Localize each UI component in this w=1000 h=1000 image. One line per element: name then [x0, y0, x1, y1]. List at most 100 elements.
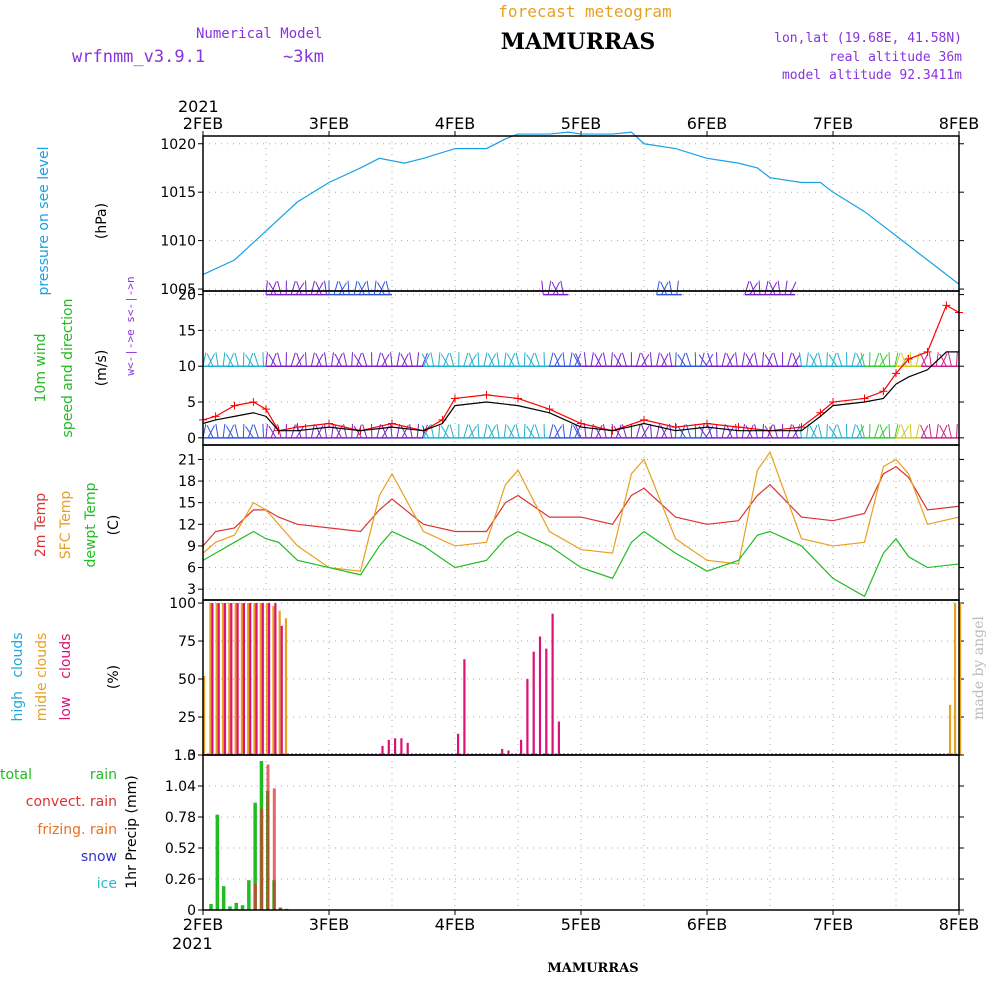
footer-station: MAMURRAS [547, 961, 638, 976]
precip-panel: 0 0.26 0.52 0.78 1.04 1.3 [165, 748, 964, 919]
wind-barb [817, 424, 823, 438]
wind-barb [358, 281, 367, 295]
wind-speed-marker [829, 398, 837, 407]
y-tick-label: 0 [187, 903, 196, 919]
wind-barb [955, 423, 958, 438]
wind-barb [265, 352, 268, 367]
wind-barb [874, 352, 880, 367]
wind-barb [343, 352, 348, 367]
wind-barb [488, 353, 497, 367]
wind-barb [594, 353, 602, 367]
wind-barb [575, 353, 582, 367]
wind-barb [894, 352, 899, 367]
wind-barb [660, 353, 668, 367]
wind-barb [376, 352, 381, 367]
wind-barb [295, 354, 305, 367]
precip-convect-bar [253, 883, 257, 910]
wind-barb [304, 280, 307, 295]
wind-barb [787, 352, 792, 367]
wind-barb [277, 352, 282, 367]
wind-barb [768, 281, 776, 295]
wind-barb [554, 353, 563, 367]
wind-barb [749, 281, 756, 295]
wind-barb [290, 281, 296, 295]
wind-barb [487, 353, 495, 367]
wind-barb [594, 425, 602, 439]
cloud-low-bar [381, 745, 384, 755]
wind-barb [894, 424, 899, 438]
wind-speed-marker [892, 369, 900, 378]
wind-barb [809, 425, 818, 439]
wind-barb [222, 423, 226, 438]
wind-barb [381, 353, 388, 367]
wind-barb [837, 352, 843, 367]
wind-barb [553, 424, 561, 439]
wind-barb [534, 424, 540, 438]
wind-barb [668, 352, 673, 367]
wind-speed-marker [293, 423, 302, 432]
model-wind-speed-line [202, 351, 959, 432]
frizing-rain-label: frizing. rain [37, 822, 117, 838]
cloud-low-bar [406, 742, 409, 755]
wind-barb [769, 282, 778, 295]
wind-barb [888, 423, 891, 438]
wind-barb [615, 424, 622, 439]
wind-barb [506, 353, 515, 367]
total-rain-label: total [0, 767, 32, 783]
pressure-line [202, 131, 960, 285]
subtitle: forecast meteogram [498, 2, 671, 21]
wind-barb [784, 280, 788, 295]
y-tick-label: 0 [187, 431, 196, 447]
y-tick-label: 20 [178, 288, 196, 304]
time-tick-label: 5FEB [561, 915, 601, 934]
wind-barb [641, 354, 650, 367]
wind-barb [253, 424, 259, 438]
pressure-label: pressure on see level [36, 146, 52, 295]
wind-barb [508, 424, 516, 439]
y-tick-label: 75 [178, 634, 196, 650]
wind-barb [333, 280, 339, 295]
wind-barb [685, 352, 692, 367]
wind-speed-marker [923, 347, 932, 356]
wind-barb [390, 352, 393, 367]
wind-barb [726, 424, 733, 439]
wind-barb [792, 354, 801, 367]
wind-barb [744, 281, 750, 295]
cloud-low-bar [551, 613, 554, 755]
wind-speed-marker [514, 394, 522, 403]
wind-barb [939, 425, 947, 439]
wind-barb [400, 425, 408, 439]
wind-barb [324, 280, 327, 295]
wind-barb [777, 280, 781, 295]
wind-barb [817, 352, 823, 367]
wind-barb [215, 423, 219, 438]
wind-barb [227, 424, 235, 439]
wind-speed-marker [262, 405, 270, 414]
cloud-low-bar [394, 738, 397, 755]
wind-barb [798, 352, 802, 367]
wind-barb [262, 423, 264, 438]
wind-barb [613, 425, 622, 439]
wind-barb [416, 423, 420, 438]
wind-barb [569, 352, 573, 367]
total-rain-label-2: rain [90, 767, 117, 783]
wind-barb [222, 352, 226, 367]
pressure-panel: 1005 1010 1015 1020 [160, 131, 964, 298]
wind-barb [277, 280, 282, 295]
wind-barb [831, 424, 837, 438]
wind-barb [421, 353, 429, 367]
time-tick-label: 6FEB [687, 915, 727, 934]
cloud-low-bar [274, 603, 277, 755]
precip-total-bar [247, 880, 251, 910]
wind-barb [207, 353, 215, 367]
wind-barb [705, 353, 714, 367]
precip-total-bar [253, 802, 257, 910]
wind-barb [615, 352, 622, 367]
wind-barb [680, 424, 686, 438]
wind-barb [900, 352, 907, 367]
wind-barb [641, 425, 650, 439]
wind-barb [506, 425, 515, 439]
wind-barb [851, 352, 856, 367]
wind-barb [270, 281, 277, 295]
cloud-low-bar [532, 651, 535, 755]
